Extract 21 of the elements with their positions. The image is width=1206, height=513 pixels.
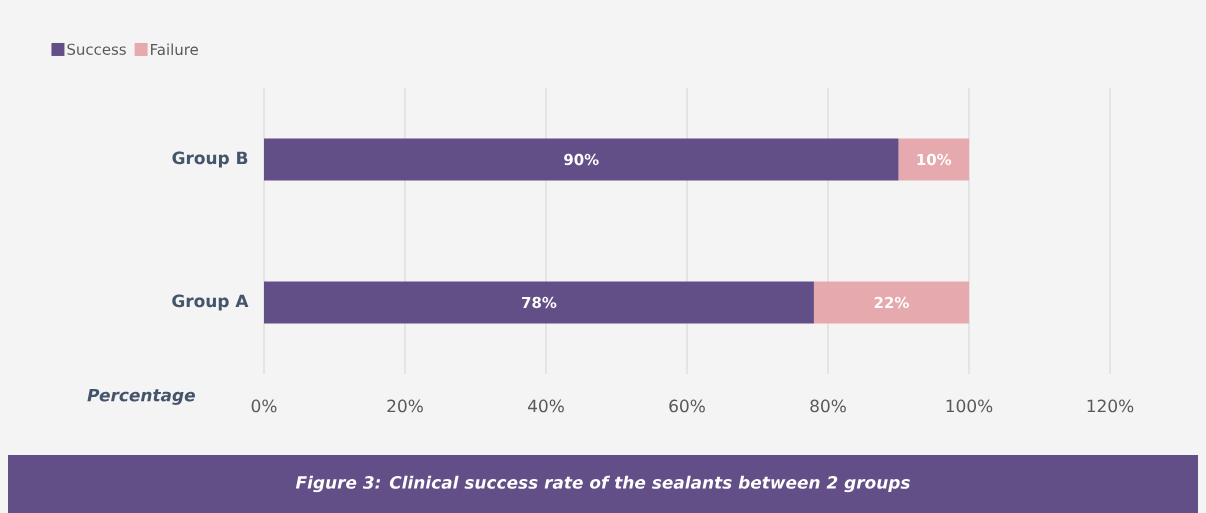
- x-tick-label: 120%: [1087, 399, 1134, 413]
- y-tick-label: Group A: [172, 294, 249, 311]
- x-tick-label: 40%: [528, 399, 564, 413]
- legend-label: Success: [67, 43, 126, 55]
- data-label: 78%: [522, 296, 557, 309]
- data-label: 22%: [874, 296, 909, 309]
- bar: [264, 138, 899, 181]
- bar: [898, 138, 970, 181]
- x-tick-label: 60%: [669, 399, 705, 413]
- caption: Figure 3: Clinical success rate of the sealants between 2 groups: [295, 475, 910, 493]
- x-tick-label: 100%: [946, 399, 993, 413]
- y-tick-label: Group B: [172, 151, 248, 168]
- legend-label: Failure: [151, 43, 198, 56]
- x-tick-label: 20%: [387, 399, 423, 413]
- data-label: 90%: [564, 153, 599, 166]
- bar: [813, 281, 970, 324]
- data-label: 10%: [917, 153, 952, 166]
- bar: [264, 281, 814, 324]
- x-axis-title: Percentage: [87, 388, 195, 405]
- x-tick-label: 0%: [251, 399, 277, 413]
- x-tick-label: 80%: [810, 399, 846, 413]
